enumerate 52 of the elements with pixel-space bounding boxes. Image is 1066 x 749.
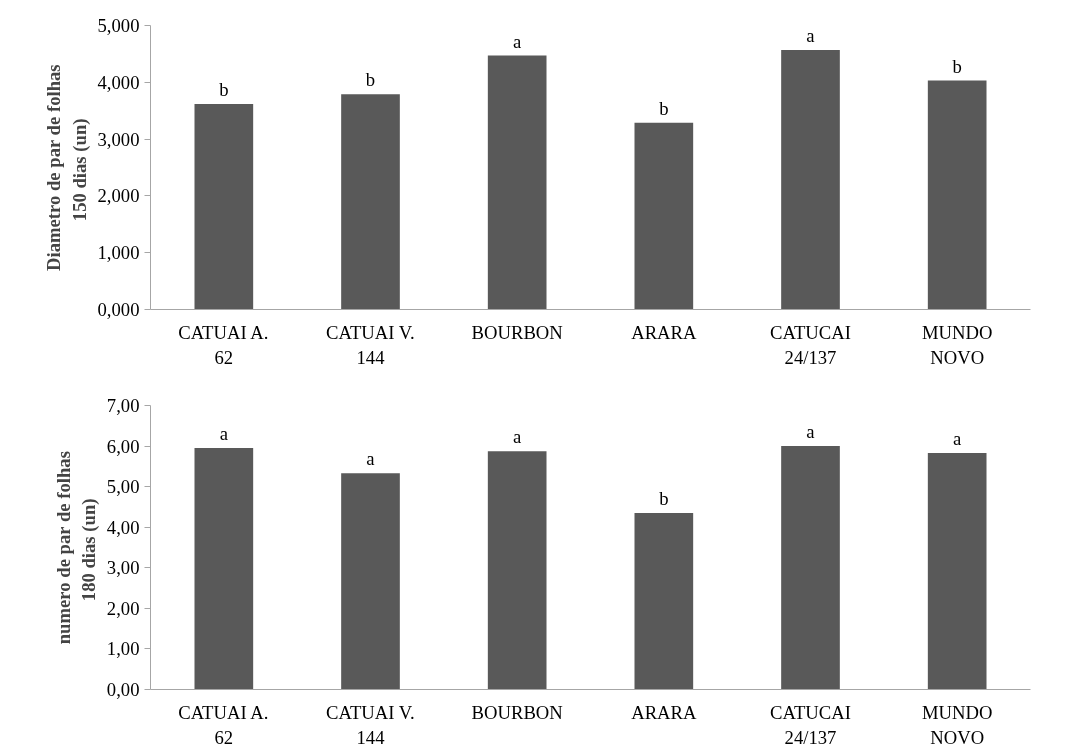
- y-tick-label: 4,000: [97, 71, 140, 93]
- annotation: a: [366, 448, 376, 470]
- y-tick-label: 5,00: [106, 476, 140, 498]
- bar: [781, 49, 840, 310]
- x-tick-label: CATUAI V. 144: [326, 321, 415, 368]
- y-tick-label: 2,000: [97, 185, 140, 207]
- y-tick-label: 6,00: [106, 435, 140, 457]
- x-tick-label: CATUAI A. 62: [178, 701, 269, 748]
- y-tick-label: 1,00: [106, 638, 140, 660]
- annotation: a: [953, 427, 963, 449]
- annotation: a: [806, 24, 816, 46]
- y-tick-label: 0,000: [97, 299, 140, 320]
- bar: [341, 94, 400, 310]
- y-tick-label: 3,00: [106, 557, 140, 579]
- annotation: a: [513, 30, 523, 52]
- bar: [194, 103, 254, 310]
- annotation: b: [952, 55, 962, 77]
- bar: [781, 446, 840, 690]
- annotation: a: [219, 423, 229, 445]
- y-tick-label: 1,000: [97, 242, 140, 264]
- annotation: b: [659, 488, 669, 510]
- x-tick-label: CATUCAI 24/137: [770, 321, 851, 368]
- bar: [927, 80, 987, 310]
- bar: [634, 122, 694, 310]
- y-axis-title: numero de par de folhas 180 dias (un): [52, 451, 100, 645]
- y-tick-label: 3,000: [97, 128, 140, 150]
- x-tick-label: CATUAI V. 144: [326, 701, 415, 748]
- y-tick-label: 7,00: [106, 395, 140, 416]
- annotation: b: [219, 78, 229, 100]
- bar: [927, 452, 987, 690]
- y-tick-label: 4,00: [106, 516, 140, 538]
- y-tick-label: 0,00: [106, 679, 140, 700]
- x-tick-label: ARARA: [631, 321, 698, 343]
- y-tick-label: 5,000: [97, 15, 140, 36]
- x-tick-label: BOURBON: [471, 701, 564, 723]
- x-tick-label: CATUCAI 24/137: [770, 701, 851, 748]
- x-tick-label: MUNDO NOVO: [921, 321, 993, 368]
- bar: [194, 448, 254, 690]
- annotation: a: [806, 421, 816, 443]
- bar: [634, 513, 694, 690]
- x-tick-label: MUNDO NOVO: [921, 701, 993, 748]
- y-axis-title: Diametro de par de folhas 150 dias (un): [43, 64, 91, 271]
- bar: [487, 55, 547, 310]
- annotation: b: [365, 69, 376, 91]
- x-tick-label: CATUAI A. 62: [178, 321, 269, 368]
- x-tick-label: ARARA: [631, 701, 698, 723]
- bar: [341, 473, 400, 690]
- annotation: b: [659, 97, 669, 119]
- annotation: a: [513, 426, 523, 448]
- bar: [487, 451, 547, 690]
- y-tick-label: 2,00: [106, 597, 140, 619]
- x-tick-label: BOURBON: [471, 321, 564, 343]
